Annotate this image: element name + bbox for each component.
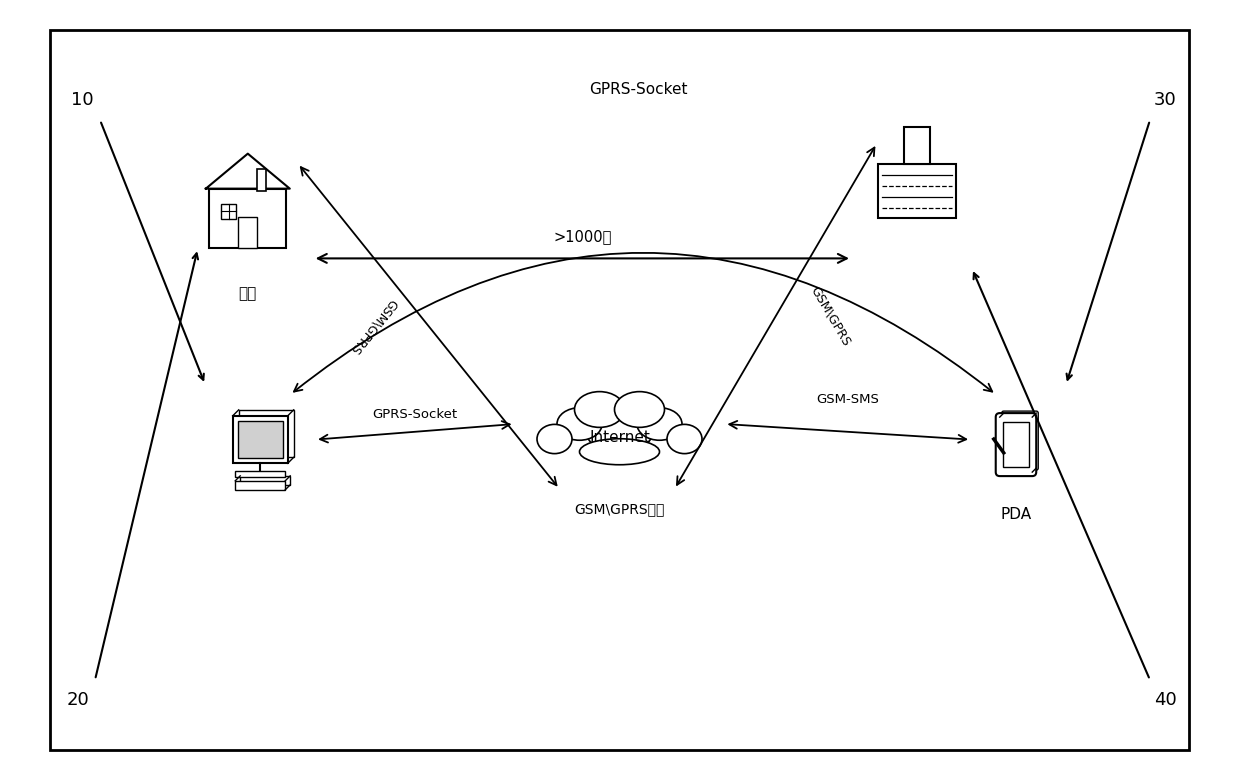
FancyBboxPatch shape (904, 126, 929, 164)
FancyBboxPatch shape (877, 164, 957, 218)
FancyArrowPatch shape (676, 147, 875, 485)
Ellipse shape (580, 438, 659, 465)
Text: Internet: Internet (589, 430, 650, 445)
Text: 20: 20 (67, 691, 89, 709)
Ellipse shape (637, 408, 681, 440)
Ellipse shape (587, 416, 652, 452)
FancyBboxPatch shape (235, 480, 285, 490)
Ellipse shape (615, 392, 664, 427)
FancyBboxPatch shape (239, 410, 294, 457)
Text: GSM\GPRS: GSM\GPRS (808, 284, 854, 349)
Text: 水源: 水源 (239, 286, 256, 301)
FancyBboxPatch shape (233, 416, 287, 463)
FancyArrowPatch shape (320, 421, 509, 442)
FancyBboxPatch shape (238, 217, 258, 248)
Text: PDA: PDA (1000, 507, 1032, 522)
Text: 40: 40 (1154, 691, 1176, 709)
Ellipse shape (667, 424, 703, 454)
FancyArrowPatch shape (730, 421, 966, 443)
FancyBboxPatch shape (238, 421, 282, 459)
FancyBboxPatch shape (235, 471, 285, 477)
FancyArrowPatch shape (318, 254, 846, 263)
Text: GSM\GPRS网络: GSM\GPRS网络 (575, 502, 664, 516)
FancyBboxPatch shape (1001, 411, 1038, 470)
FancyBboxPatch shape (996, 413, 1036, 476)
Ellipse shape (536, 424, 572, 454)
FancyArrowPatch shape (294, 253, 992, 392)
Text: GSM-SMS: GSM-SMS (817, 392, 880, 406)
FancyBboxPatch shape (240, 476, 290, 485)
FancyBboxPatch shape (221, 204, 237, 219)
Text: GPRS-Socket: GPRS-Socket (589, 83, 688, 98)
Ellipse shape (575, 392, 624, 427)
FancyArrowPatch shape (301, 167, 556, 485)
Text: 30: 30 (1154, 91, 1176, 109)
Text: >1000米: >1000米 (553, 229, 612, 244)
FancyBboxPatch shape (1004, 422, 1028, 467)
Text: 10: 10 (71, 91, 93, 109)
Text: GSM\GPRS: GSM\GPRS (348, 296, 400, 356)
FancyBboxPatch shape (209, 189, 286, 248)
Text: GPRS-Socket: GPRS-Socket (372, 408, 457, 421)
Ellipse shape (558, 408, 602, 440)
FancyBboxPatch shape (256, 169, 266, 191)
